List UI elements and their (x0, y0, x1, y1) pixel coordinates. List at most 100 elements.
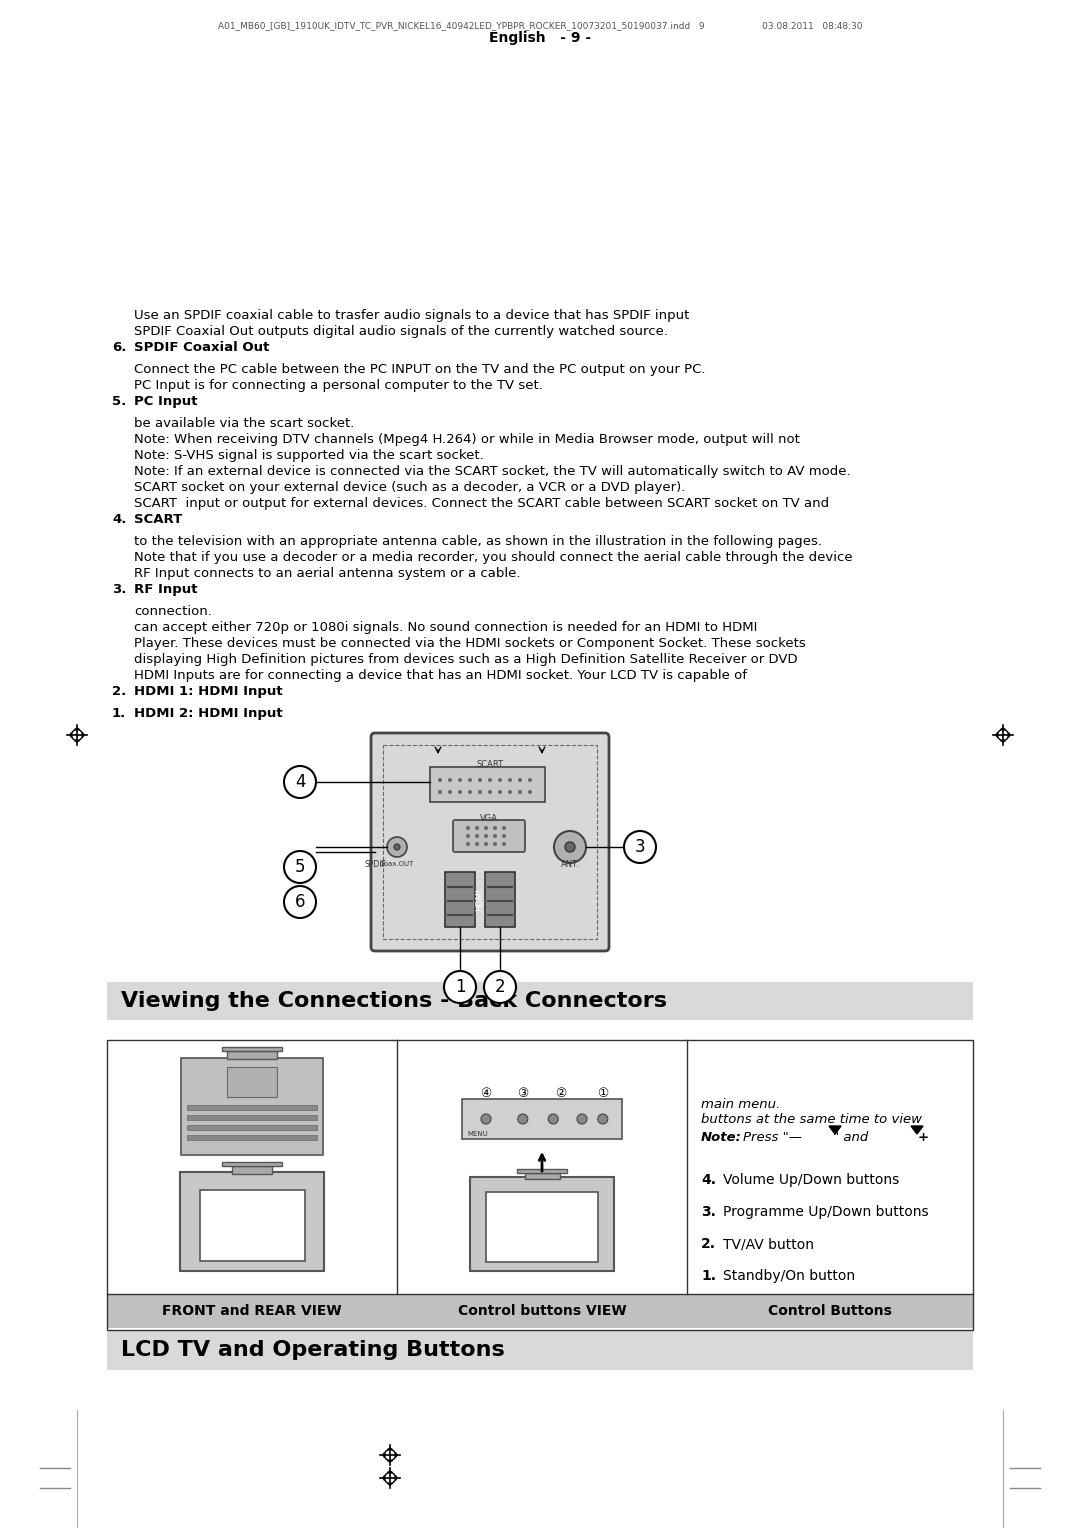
Text: Press "—: Press "— (743, 1131, 802, 1144)
Text: FRONT and REAR VIEW: FRONT and REAR VIEW (162, 1303, 341, 1319)
Text: 3.: 3. (701, 1206, 716, 1219)
Text: be available via the scart socket.: be available via the scart socket. (134, 417, 354, 429)
Bar (232, 1166, 272, 1174)
Polygon shape (395, 1476, 397, 1481)
Circle shape (458, 790, 462, 795)
Text: 6: 6 (295, 892, 306, 911)
Circle shape (498, 790, 502, 795)
Circle shape (478, 778, 482, 782)
Bar (486, 1192, 598, 1262)
Circle shape (498, 778, 502, 782)
Circle shape (492, 834, 497, 837)
Polygon shape (912, 1126, 923, 1134)
Text: 4.: 4. (112, 513, 126, 526)
Text: RF Input connects to an aerial antenna system or a cable.: RF Input connects to an aerial antenna s… (134, 567, 521, 581)
Text: 2: 2 (495, 978, 505, 996)
Polygon shape (395, 1453, 397, 1458)
Circle shape (448, 778, 453, 782)
Text: 4.: 4. (701, 1174, 716, 1187)
Bar (462, 1099, 622, 1138)
Text: SPDIF Coaxial Out: SPDIF Coaxial Out (134, 341, 269, 354)
Text: MENU: MENU (467, 1131, 488, 1137)
Text: Note:: Note: (701, 1131, 742, 1144)
Text: Note: When receiving DTV channels (Mpeg4 H.264) or while in Media Browser mode, : Note: When receiving DTV channels (Mpeg4… (134, 432, 800, 446)
Circle shape (465, 834, 470, 837)
Text: 1.: 1. (701, 1268, 716, 1284)
Bar (187, 1105, 318, 1109)
Text: SCART: SCART (476, 759, 503, 769)
Text: +: + (918, 1131, 929, 1144)
Circle shape (528, 778, 532, 782)
Circle shape (518, 790, 522, 795)
Bar (222, 1161, 282, 1166)
Text: Volume Up/Down buttons: Volume Up/Down buttons (723, 1174, 900, 1187)
Bar (227, 1051, 276, 1059)
Circle shape (481, 1114, 491, 1125)
Text: Player. These devices must be connected via the HDMI sockets or Component Socket: Player. These devices must be connected … (134, 637, 806, 649)
Text: Note that if you use a decoder or a media recorder, you should connect the aeria: Note that if you use a decoder or a medi… (134, 552, 852, 564)
Text: Coax.OUT: Coax.OUT (380, 860, 415, 866)
Text: HDMI 2: HDMI Input: HDMI 2: HDMI Input (134, 707, 283, 720)
Text: Standby/On button: Standby/On button (723, 1268, 855, 1284)
Polygon shape (996, 732, 998, 738)
Text: Connect the PC cable between the PC INPUT on the TV and the PC output on your PC: Connect the PC cable between the PC INPU… (134, 364, 705, 376)
Polygon shape (383, 1476, 384, 1481)
Text: ②: ② (555, 1086, 567, 1100)
Circle shape (624, 831, 656, 863)
Text: connection.: connection. (134, 605, 212, 617)
Polygon shape (829, 1126, 841, 1134)
Circle shape (448, 790, 453, 795)
FancyBboxPatch shape (107, 1329, 973, 1371)
Text: TV/AV button: TV/AV button (723, 1238, 814, 1251)
Bar (107, 1041, 973, 1329)
Circle shape (444, 970, 476, 1002)
Text: " and: " and (833, 1131, 868, 1144)
Circle shape (528, 790, 532, 795)
Bar (517, 1169, 567, 1174)
Circle shape (475, 834, 480, 837)
Text: 3: 3 (635, 837, 646, 856)
Circle shape (508, 778, 512, 782)
Bar (445, 872, 475, 927)
Bar (200, 1190, 305, 1261)
Circle shape (284, 766, 316, 798)
Text: Control Buttons: Control Buttons (768, 1303, 892, 1319)
Circle shape (554, 831, 586, 863)
FancyBboxPatch shape (470, 1177, 615, 1271)
Circle shape (577, 1114, 588, 1125)
Circle shape (394, 843, 400, 850)
Circle shape (492, 842, 497, 847)
Text: SCART socket on your external device (such as a decoder, a VCR or a DVD player).: SCART socket on your external device (su… (134, 481, 686, 494)
Text: HDMI: HDMI (475, 888, 485, 911)
Circle shape (475, 827, 480, 830)
Text: ④: ④ (481, 1086, 491, 1100)
Circle shape (518, 778, 522, 782)
Text: main menu.: main menu. (701, 1099, 780, 1111)
Text: 3.: 3. (112, 584, 126, 596)
Text: SCART  input or output for external devices. Connect the SCART cable between SCA: SCART input or output for external devic… (134, 497, 829, 510)
Bar (430, 767, 545, 802)
Circle shape (502, 834, 507, 837)
Circle shape (488, 778, 492, 782)
Text: Programme Up/Down buttons: Programme Up/Down buttons (723, 1206, 929, 1219)
FancyBboxPatch shape (107, 983, 973, 1021)
Circle shape (517, 1114, 528, 1125)
Circle shape (484, 834, 488, 837)
Text: 4: 4 (295, 773, 306, 792)
Circle shape (438, 790, 442, 795)
Circle shape (468, 778, 472, 782)
Circle shape (484, 827, 488, 830)
FancyBboxPatch shape (107, 1294, 973, 1328)
Text: ③: ③ (517, 1086, 528, 1100)
Circle shape (478, 790, 482, 795)
Polygon shape (1009, 732, 1010, 738)
Text: SCART: SCART (134, 513, 183, 526)
Text: Viewing the Connections - Back Connectors: Viewing the Connections - Back Connector… (121, 992, 667, 1012)
Circle shape (508, 790, 512, 795)
Text: 2.: 2. (701, 1238, 716, 1251)
Text: VGA: VGA (480, 814, 498, 824)
Circle shape (284, 886, 316, 918)
Text: HDMI 1: HDMI Input: HDMI 1: HDMI Input (134, 685, 283, 698)
Circle shape (488, 790, 492, 795)
Text: English   - 9 -: English - 9 - (489, 31, 591, 44)
